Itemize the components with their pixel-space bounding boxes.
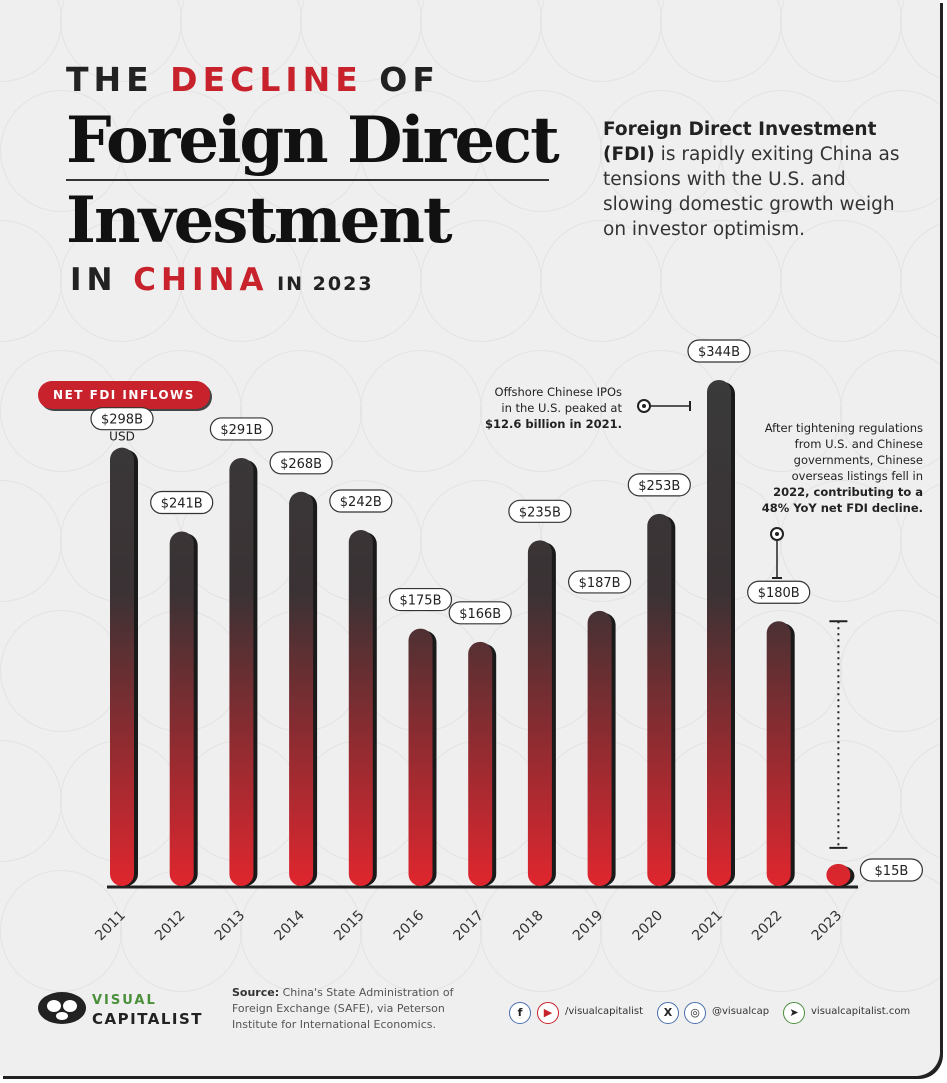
bar-2012 — [169, 531, 194, 886]
value-label-2012: $241B — [161, 497, 203, 512]
value-label-bg — [329, 489, 393, 513]
x-tick-2017: 2017 — [451, 908, 488, 945]
title-line-1: THE DECLINE OF — [66, 60, 440, 99]
visual-capitalist-logo-text: VISUAL CAPITALIST — [92, 993, 204, 1028]
bar-2016 — [408, 628, 433, 886]
value-label-2016: $175B — [399, 594, 441, 609]
title-line-4: IN CHINA IN 2023 — [70, 262, 374, 298]
x-tick-2013: 2013 — [212, 908, 249, 945]
value-label-bg — [448, 601, 512, 625]
bar-2018 — [527, 540, 552, 886]
website-link[interactable]: visualcapitalist.com — [811, 1006, 911, 1017]
visual-capitalist-logo-icon — [38, 992, 86, 1024]
value-label-2013: $291B — [220, 423, 262, 438]
annotation-2022: After tightening regulations from U.S. a… — [761, 421, 923, 515]
value-label-2011: $298B — [101, 413, 143, 428]
x-tick-2018: 2018 — [510, 908, 547, 945]
x-tick-2021: 2021 — [689, 908, 726, 945]
unit-label: USD — [109, 430, 135, 444]
bar-2015 — [348, 530, 373, 886]
x-tick-2020: 2020 — [630, 908, 667, 945]
value-label-bg — [687, 339, 751, 363]
value-label-bg — [859, 858, 924, 882]
title-main-line-2: Investment — [66, 183, 452, 258]
value-label-2017: $166B — [459, 607, 501, 622]
value-label-2018: $235B — [519, 505, 561, 520]
legend-label: NET FDI INFLOWS — [38, 381, 210, 409]
value-label-bg — [567, 570, 632, 594]
x-tick-2016: 2016 — [391, 907, 428, 944]
bar-2013 — [229, 457, 254, 886]
value-label-2020: $253B — [638, 479, 680, 494]
value-label-bg — [150, 490, 214, 515]
x-tick-2011: 2011 — [92, 908, 129, 945]
annotation-2021: Offshore Chinese IPOs in the U.S. peaked… — [485, 385, 622, 431]
bar-2014 — [289, 491, 314, 886]
value-label-bg — [747, 580, 811, 604]
value-label-2019: $187B — [579, 576, 621, 591]
value-label-bg — [90, 407, 154, 431]
x-tick-2019: 2019 — [570, 908, 607, 945]
annotation-2022-marker-dot — [775, 532, 779, 536]
bar-2020 — [647, 513, 672, 886]
bar-2022 — [766, 621, 791, 886]
bar-2023 — [826, 863, 851, 886]
value-label-bg — [388, 587, 453, 612]
value-label-2021: $344B — [698, 345, 740, 360]
value-label-bg — [269, 451, 333, 475]
youtube-icon[interactable]: ▶ — [537, 1002, 559, 1024]
title-divider — [66, 179, 549, 181]
x-tick-2022: 2022 — [749, 908, 786, 945]
bar-2017 — [468, 641, 493, 886]
value-label-bg — [209, 417, 273, 441]
x-tick-2012: 2012 — [152, 908, 189, 945]
title-highlight-decline: DECLINE — [170, 60, 363, 99]
value-label-bg — [508, 499, 572, 523]
x-tick-2015: 2015 — [331, 908, 368, 945]
value-label-2014: $268B — [280, 457, 322, 472]
title-main-line-1: Foreign Direct — [66, 103, 560, 178]
x-icon[interactable]: X — [657, 1002, 679, 1024]
social-handle-visualcapitalist[interactable]: /visualcapitalist — [565, 1006, 644, 1017]
title-highlight-china: CHINA — [133, 262, 269, 298]
x-tick-2014: 2014 — [271, 907, 308, 944]
social-handle-visualcap[interactable]: @visualcap — [712, 1006, 770, 1017]
instagram-icon[interactable]: ◎ — [684, 1002, 706, 1024]
bar-2011 — [110, 447, 134, 886]
intro-text: Foreign Direct Investment (FDI) is rapid… — [603, 119, 900, 240]
facebook-icon[interactable]: f — [509, 1002, 531, 1024]
value-label-2015: $242B — [340, 495, 382, 510]
x-tick-2023: 2023 — [809, 908, 846, 945]
value-label-bg — [627, 473, 691, 497]
bar-2019 — [587, 610, 612, 886]
value-label-2022: $180B — [758, 586, 800, 601]
bar-chart: $298B 2011 USD $241B 2012 $291B 2013 $268B 2014 $… — [90, 339, 924, 945]
cursor-icon[interactable]: ➤ — [783, 1002, 805, 1024]
bar-2021 — [707, 380, 731, 886]
source-note: Source: China's State Administration of … — [232, 986, 454, 1031]
annotation-2021-marker-dot — [642, 404, 646, 408]
value-label-2023: $15B — [875, 864, 909, 879]
